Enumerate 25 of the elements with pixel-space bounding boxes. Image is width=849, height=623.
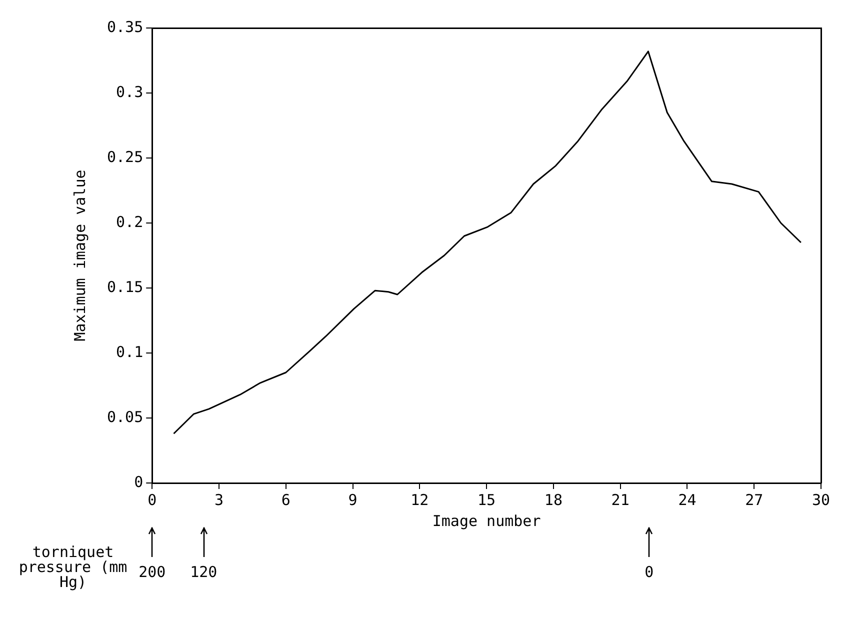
y-tick-label: 0.35: [107, 18, 144, 36]
text: 200: [138, 563, 166, 581]
text: torniquet pressure (mm Hg): [18, 543, 128, 591]
x-tick-label: 27: [745, 490, 764, 509]
x-tick-label: 9: [348, 490, 358, 509]
x-tick-label: 30: [812, 490, 830, 509]
y-tick-label: 0.15: [107, 278, 144, 296]
y-tick-label: 0: [134, 472, 144, 491]
x-tick-label: 15: [478, 490, 496, 509]
x-tick-label: 0: [148, 490, 157, 509]
x-tick-label: 24: [678, 490, 696, 509]
y-tick-label: 0.05: [107, 408, 144, 426]
x-tick-label: 18: [544, 490, 562, 509]
y-tick-label: 0.25: [107, 148, 144, 166]
y-axis-title: Maximum image value: [70, 170, 89, 342]
text: 0: [644, 563, 655, 581]
y-tick-label: 0.3: [116, 82, 144, 101]
y-tick-label: 0.2: [116, 212, 144, 231]
x-tick-label: 21: [611, 490, 630, 509]
x-tick-label: 3: [214, 490, 224, 509]
x-tick-label: 12: [410, 490, 429, 509]
x-axis-title: Image number: [432, 512, 541, 530]
x-tick-label: 6: [281, 490, 290, 509]
text: 120: [189, 563, 218, 581]
y-tick-label: 0.1: [116, 342, 144, 361]
